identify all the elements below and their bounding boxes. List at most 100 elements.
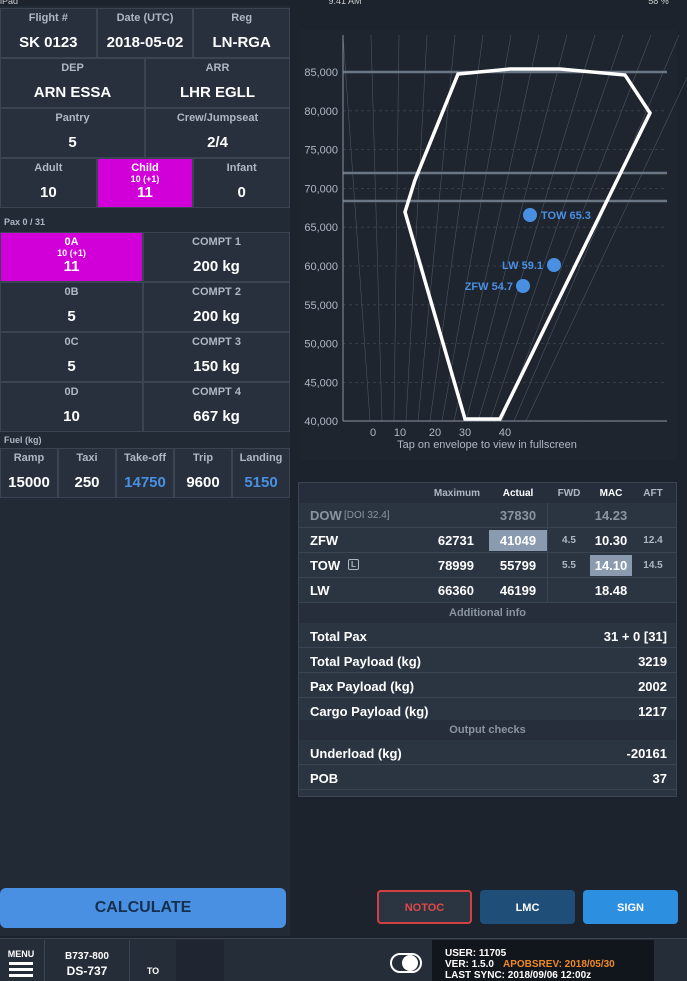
menu-label: MENU: [7, 949, 35, 959]
button-label: SIGN: [617, 902, 644, 914]
config-label: DS-737: [66, 964, 108, 978]
slant-grid: [441, 34, 512, 422]
cell-value: 150 kg: [193, 358, 240, 375]
cell-label: COMPT 3: [192, 336, 241, 348]
cell-value: 10: [63, 408, 80, 425]
cell-value: 5: [67, 308, 76, 325]
table-row: [299, 528, 676, 553]
cell-label: Infant: [226, 162, 257, 174]
cg-point: [523, 208, 537, 222]
row-value: 4.5: [562, 535, 576, 546]
row-value: 46199: [499, 583, 537, 598]
balance-button[interactable]: [176, 940, 224, 981]
row-value: 41049: [499, 533, 537, 548]
info-row: [299, 623, 676, 648]
aircraft-button[interactable]: [44, 940, 130, 981]
cell-value: 2018-05-02: [106, 34, 184, 51]
highlight: [590, 555, 632, 576]
toggle[interactable]: [390, 953, 422, 973]
info-value: -20161: [626, 746, 667, 761]
info-value: 37: [652, 771, 667, 786]
cell-value: 5: [68, 134, 77, 151]
cell-value: 11: [137, 184, 153, 201]
cell: [96, 158, 194, 208]
pax-header: Pax 0 / 31: [4, 217, 46, 227]
slant-grid: [393, 34, 400, 422]
fuel-title: Fuel (kg): [4, 435, 42, 445]
slant-grid: [525, 76, 687, 422]
y-tick-label: 80,000: [304, 106, 338, 118]
cell-label: 0B: [64, 286, 79, 298]
y-tick-label: 85,000: [304, 67, 338, 79]
button-label: NOTOC: [404, 902, 445, 914]
action-button[interactable]: [377, 890, 472, 924]
x-tick-label: 20: [429, 427, 441, 439]
cell: [0, 8, 97, 58]
section-title: Output checks: [449, 724, 526, 736]
row-value: 12.4: [643, 535, 663, 546]
row-value: 37830: [499, 508, 537, 523]
aircraft-label: B737-800: [65, 951, 109, 962]
info-row: [299, 648, 676, 673]
row-value: 10.30: [594, 533, 628, 548]
info-value: 2002: [638, 679, 667, 694]
cell: [143, 382, 290, 432]
cell-label: ARR: [205, 62, 230, 74]
slant-grid: [370, 34, 383, 422]
cell: [0, 382, 143, 432]
cell-label: Taxi: [76, 452, 98, 464]
row-name: DOW: [310, 508, 342, 523]
y-tick-label: 65,000: [304, 222, 338, 234]
row-value: 14.10: [594, 558, 628, 573]
row-name: ZFW: [310, 533, 339, 548]
trash-button[interactable]: [658, 948, 684, 978]
cell-label: Child: [131, 162, 159, 174]
row-value: 18.48: [594, 583, 628, 598]
cell: [116, 448, 174, 498]
table-header-cell: MAC: [599, 488, 623, 499]
table-header-cell: AFT: [643, 488, 663, 499]
info-value: 31 + 0 [31]: [603, 629, 667, 644]
info-label: Pax Payload (kg): [310, 679, 415, 694]
cell-value: ARN ESSA: [33, 84, 112, 101]
cell-value: 15000: [8, 474, 50, 491]
col-divider: [547, 503, 548, 603]
cell: [145, 108, 290, 158]
toggle-knob: [402, 955, 418, 971]
row-value: 5.5: [562, 560, 576, 571]
settings-button[interactable]: [226, 940, 274, 981]
apobsrev-label: APOBSREV: 2018/05/30: [503, 959, 615, 970]
cell-value: 2/4: [207, 134, 228, 151]
cell-label: Reg: [231, 12, 253, 24]
action-button[interactable]: [480, 890, 575, 924]
calculate-label: CALCULATE: [94, 899, 192, 916]
cell: [143, 232, 290, 282]
row-badge: L: [348, 559, 359, 570]
cell-sub: 10 (+1): [57, 248, 86, 258]
summary-table: [298, 482, 677, 797]
info-label: Cargo Payload (kg): [310, 704, 429, 719]
action-button[interactable]: [583, 890, 678, 924]
cell: [58, 448, 116, 498]
cell: [174, 448, 232, 498]
y-tick-label: 45,000: [304, 377, 338, 389]
calculate-button[interactable]: [0, 888, 286, 928]
info-value: 1217: [638, 704, 667, 719]
envelope: [403, 67, 653, 421]
table-row: [299, 503, 676, 528]
cell-label: COMPT 2: [192, 286, 241, 298]
cell: [232, 448, 290, 498]
cell: [0, 332, 143, 382]
x-tick-label: 40: [499, 427, 511, 439]
info-row: [299, 740, 676, 765]
y-tick-label: 75,000: [304, 145, 338, 157]
cell: [0, 108, 145, 158]
chart-bg: [300, 30, 677, 460]
cell: [0, 232, 143, 282]
cell-label: 0D: [64, 386, 79, 398]
cell: [193, 158, 290, 208]
cell-value: LHR EGLL: [180, 84, 255, 101]
cell-value: 200 kg: [193, 258, 240, 275]
cell-value: 14750: [124, 474, 166, 491]
table-header-cell: Actual: [502, 488, 534, 499]
